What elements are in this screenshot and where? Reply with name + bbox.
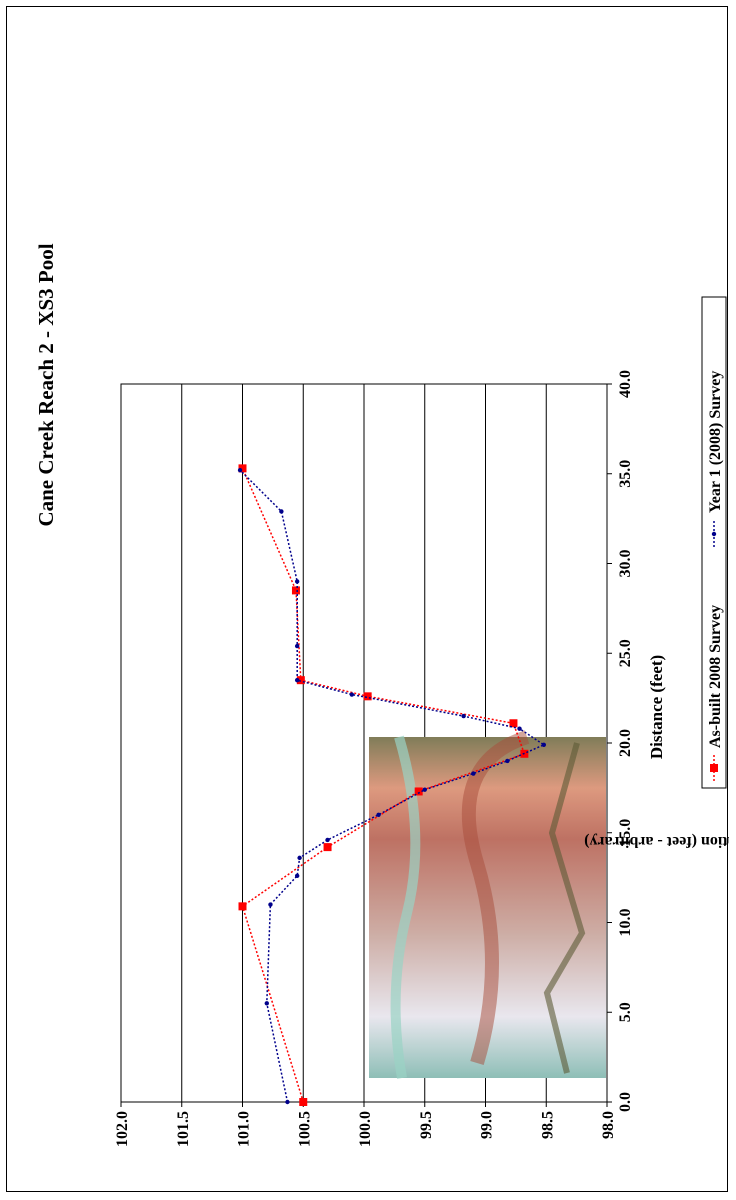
data-point-year1 <box>461 713 466 719</box>
x-tick-label: 5.0 <box>617 1002 634 1022</box>
legend-marker-year1 <box>711 531 717 537</box>
chart-title: Cane Creek Reach 2 - XS3 Pool <box>34 243 58 526</box>
data-point-year1 <box>279 509 284 514</box>
x-tick-label: 10.0 <box>617 909 634 937</box>
y-tick-label: 101.0 <box>236 1111 253 1147</box>
data-point-year1 <box>268 902 273 907</box>
stream-pool-photo <box>369 730 606 1079</box>
data-point-as-built <box>238 902 247 911</box>
chart-frame: Cane Creek Reach 2 - XS3 Pool 98.0 98.5 99… <box>6 6 729 1192</box>
legend: As-built 2008 Survey Year 1 (2008) Surve… <box>701 296 727 789</box>
x-tick-label: 20.0 <box>617 729 634 757</box>
y-tick-label: 98.5 <box>539 1111 556 1139</box>
y-tick-label: 102.0 <box>114 1111 131 1147</box>
data-point-year1 <box>294 677 300 683</box>
data-point-year1 <box>471 771 476 776</box>
data-point-as-built <box>291 586 300 595</box>
data-point-year1 <box>294 643 300 649</box>
data-point-year1 <box>285 1099 290 1105</box>
data-point-as-built <box>323 843 332 852</box>
data-point-year1 <box>376 812 381 817</box>
data-point-year1 <box>349 692 355 697</box>
y-tick-label: 100.5 <box>296 1111 313 1147</box>
x-tick-label: 30.0 <box>617 550 634 578</box>
y-tick-label: 99.0 <box>479 1111 496 1139</box>
data-point-year1 <box>297 855 302 861</box>
legend-marker-as-built <box>710 764 718 772</box>
legend-label-as-built: As-built 2008 Survey <box>707 605 724 748</box>
x-tick-label: 35.0 <box>617 460 634 488</box>
chart: Cane Creek Reach 2 - XS3 Pool 98.0 98.5 99… <box>34 243 729 1147</box>
x-tick-label: 15.0 <box>617 819 634 847</box>
tick-labels: 98.0 98.5 99.0 99.5 100.0 100.5 101.0 101.5 102.… <box>114 370 634 1147</box>
y-axis-label: Elevation (feet - arbitrary) <box>584 833 729 850</box>
data-point-as-built <box>509 719 518 728</box>
data-point-year1 <box>294 873 300 879</box>
data-point-year1 <box>541 742 547 747</box>
x-axis-label: Distance (feet) <box>647 655 666 759</box>
data-point-year1 <box>264 1001 269 1006</box>
data-point-year1 <box>422 787 427 792</box>
data-point-year1 <box>325 837 330 843</box>
data-point-as-built <box>363 692 372 701</box>
data-point-as-built <box>414 787 423 796</box>
data-point-as-built <box>299 1098 308 1106</box>
data-point-year1 <box>294 579 300 584</box>
series-layer <box>237 464 547 1106</box>
x-tick-label: 40.0 <box>617 370 634 398</box>
data-point-year1 <box>237 467 243 473</box>
x-tick-label: 0.0 <box>617 1092 634 1112</box>
series-line-as-built <box>241 468 526 1103</box>
y-tick-label: 99.5 <box>418 1111 435 1139</box>
y-tick-label: 101.5 <box>175 1111 192 1147</box>
data-point-year1 <box>517 726 522 731</box>
legend-label-year1: Year 1 (2008) Survey <box>707 371 724 513</box>
y-tick-label: 98.0 <box>600 1111 617 1139</box>
y-tick-label: 100.0 <box>357 1111 374 1147</box>
data-point-year1 <box>505 758 510 764</box>
x-tick-label: 25.0 <box>617 639 634 667</box>
